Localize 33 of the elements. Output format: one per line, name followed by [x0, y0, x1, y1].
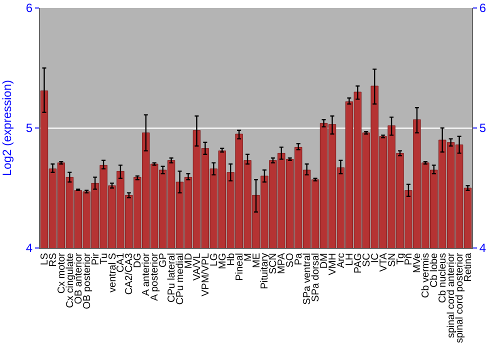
x-tick-label: IC [370, 253, 381, 263]
x-tick-label: M [242, 253, 254, 262]
y-tick-label: 5 [26, 121, 33, 136]
x-tick-label: VMH [327, 253, 338, 276]
x-tick-label: LS [39, 252, 50, 266]
x-tick-label: spinal cord posterior [454, 252, 466, 344]
x-tick-label: Tg [395, 253, 406, 265]
x-tick-label: Pir [90, 252, 102, 266]
x-tick-label: Arc [336, 253, 347, 268]
x-tick-label: Hb [226, 252, 237, 266]
y2-tick-label: 4 [479, 241, 486, 256]
x-tick-label: Cx cingulate [64, 252, 76, 308]
x-tick-label: PAG [352, 252, 364, 274]
x-tick-label: Pineal [234, 253, 246, 281]
x-tick-label: LG [208, 252, 220, 266]
y-axis-title: Log2 (expression) [0, 80, 14, 176]
y-tick-label: 4 [26, 241, 33, 256]
x-tick-label: Retina [463, 252, 474, 282]
y-tick-label: 6 [26, 1, 33, 16]
y2-tick-label: 6 [479, 1, 486, 16]
x-tick-label: VPM/VPL [200, 252, 212, 296]
x-tick-label: SN [386, 253, 398, 267]
y2-tick-label: 5 [479, 121, 486, 136]
x-tick-label: LH [344, 253, 356, 266]
x-tick-label: SC [361, 253, 372, 267]
x-tick-label: OB anterior [73, 252, 84, 304]
x-tick-label: RS [48, 252, 59, 267]
x-tick-label: A posterior [150, 252, 161, 301]
x-tick-label: ME [251, 252, 262, 268]
x-tick-label: Tu [98, 253, 110, 264]
x-tick-label: Pituitary [260, 253, 271, 290]
x-tick-label: OB posterior [82, 252, 93, 310]
x-tick-label: VTA [378, 252, 390, 272]
